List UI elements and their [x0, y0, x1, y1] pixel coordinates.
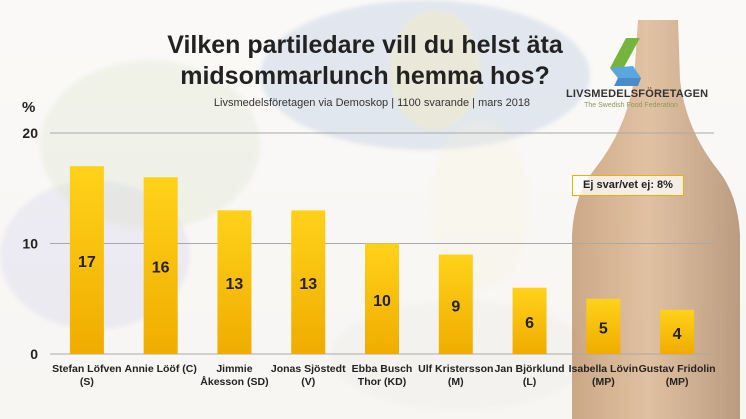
bar	[586, 298, 621, 354]
x-tick-label: (M)	[448, 376, 464, 388]
bar	[69, 166, 104, 354]
data-label: 10	[373, 293, 391, 310]
x-tick-label: (MP)	[592, 376, 615, 388]
x-tick-label: Ebba Busch	[352, 363, 413, 375]
x-tick-label: Thor (KD)	[358, 376, 406, 388]
data-label: 13	[299, 276, 317, 293]
x-tick-label: Stefan Löfven	[52, 363, 121, 375]
chart-title: Vilken partiledare vill du helst äta mid…	[167, 31, 563, 90]
logo-tagline: The Swedish Food Federation	[584, 102, 678, 109]
data-label: 5	[599, 320, 608, 337]
x-tick-label: Annie Lööf (C)	[125, 363, 197, 375]
non-response-box: Ej svar/vet ej: 8%	[572, 175, 684, 196]
bar	[365, 243, 399, 354]
bar	[660, 309, 695, 354]
bar	[217, 210, 252, 354]
y-tick-label: 10	[22, 236, 38, 252]
y-axis-label: %	[22, 99, 36, 116]
x-tick-label: (S)	[80, 376, 94, 388]
logo-name: LIVSMEDELSFÖRETAGEN	[566, 88, 709, 100]
x-tick-label: Gustav Fridolin	[639, 363, 716, 375]
livsmedelsforetagen-logo	[610, 38, 641, 86]
x-tick-label: Jonas Sjöstedt	[271, 363, 346, 375]
x-tick-label: (L)	[523, 376, 536, 388]
data-label: 6	[525, 315, 534, 332]
x-tick-label: (MP)	[666, 376, 689, 388]
data-label: 16	[152, 260, 170, 277]
x-tick-label: Ulf Kristersson	[418, 363, 493, 375]
bar	[291, 210, 326, 354]
data-label: 17	[78, 254, 96, 271]
data-label: 4	[673, 326, 682, 343]
x-tick-label: Jimmie	[216, 363, 252, 375]
y-tick-label: 20	[22, 125, 38, 141]
data-label: 13	[226, 276, 244, 293]
y-tick-label: 0	[30, 346, 38, 362]
chart-subtitle: Livsmedelsföretagen via Demoskop | 1100 …	[213, 97, 531, 109]
x-tick-label: Åkesson (SD)	[200, 375, 268, 388]
x-tick-label: Isabella Lövin	[569, 363, 638, 375]
data-label: 9	[451, 298, 460, 315]
bar	[512, 287, 547, 354]
bar	[438, 254, 473, 354]
bar	[143, 177, 178, 354]
x-tick-label: (V)	[301, 376, 315, 388]
x-tick-label: Jan Björklund	[495, 363, 565, 375]
